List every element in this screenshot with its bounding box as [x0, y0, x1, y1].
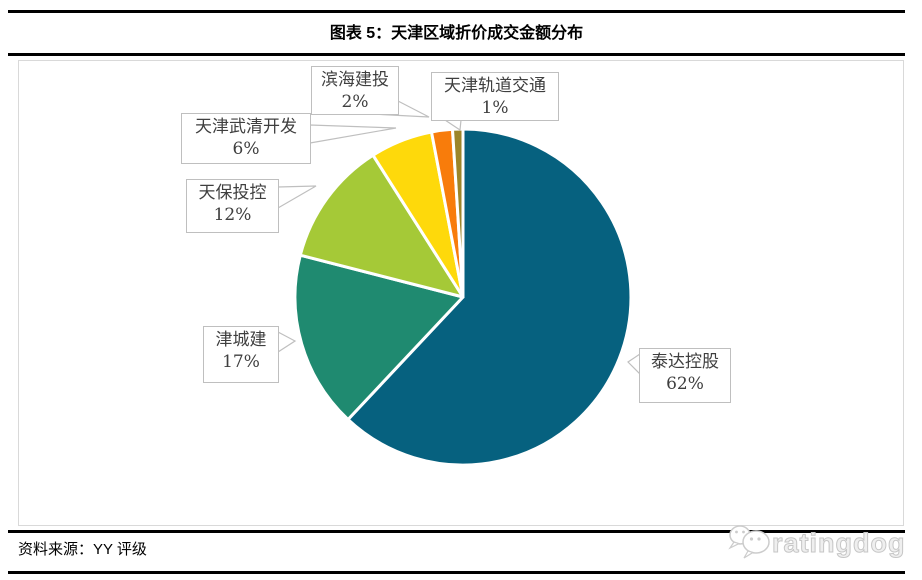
brand-logo: ratingdog — [726, 519, 912, 567]
pie-label-pct: 1% — [481, 98, 509, 118]
pie-label-name: 滨海建投 — [321, 70, 389, 90]
brand-name: ratingdog — [771, 527, 906, 558]
pie-label-name: 津城建 — [215, 330, 267, 350]
page-title: 图表 5：天津区域折价成交金额分布 — [329, 25, 584, 42]
source-label: 资料来源：YY 评级 — [18, 541, 147, 558]
pie-label-rail-transit: 天津轨道交通 1% — [431, 72, 559, 121]
pie-label-taida-holding: 泰达控股 62% — [639, 348, 731, 403]
callout-wedge-1 — [277, 331, 297, 354]
pie-label-name: 天津武清开发 — [195, 117, 297, 137]
footer-top-rule — [8, 530, 905, 533]
wechat-bubbles-icon — [728, 525, 770, 559]
pie-label-name: 天津轨道交通 — [444, 76, 546, 96]
pie-label-wuqing-dev: 天津武清开发 6% — [181, 113, 311, 164]
pie-label-tianbao-invest: 天保投控 12% — [186, 179, 279, 233]
title-bottom-rule — [8, 53, 905, 56]
pie-label-jinchengjian: 津城建 17% — [203, 326, 279, 383]
pie-label-pct: 6% — [232, 139, 260, 159]
pie-label-pct: 62% — [666, 374, 704, 394]
top-rule — [8, 10, 905, 13]
pie-slice-1 — [293, 253, 465, 421]
pie-chart — [277, 100, 641, 467]
pie-label-binhai-constr: 滨海建投 2% — [311, 66, 399, 115]
pie-label-pct: 12% — [213, 205, 252, 225]
pie-slice-2 — [298, 153, 465, 299]
footer-bottom-rule — [8, 571, 905, 574]
pie-slice-0 — [346, 127, 633, 467]
pie-label-pct: 2% — [341, 92, 369, 112]
pie-label-name: 泰达控股 — [651, 352, 719, 372]
pie-label-name: 天保投控 — [198, 183, 267, 203]
chart-panel: 泰达控股 62% 津城建 17% 天保投控 12% 天津武清开发 6% 滨海建投… — [18, 60, 904, 526]
pie-label-pct: 17% — [222, 352, 260, 372]
callout-wedge-3 — [309, 124, 397, 144]
callout-wedge-2 — [277, 185, 317, 210]
